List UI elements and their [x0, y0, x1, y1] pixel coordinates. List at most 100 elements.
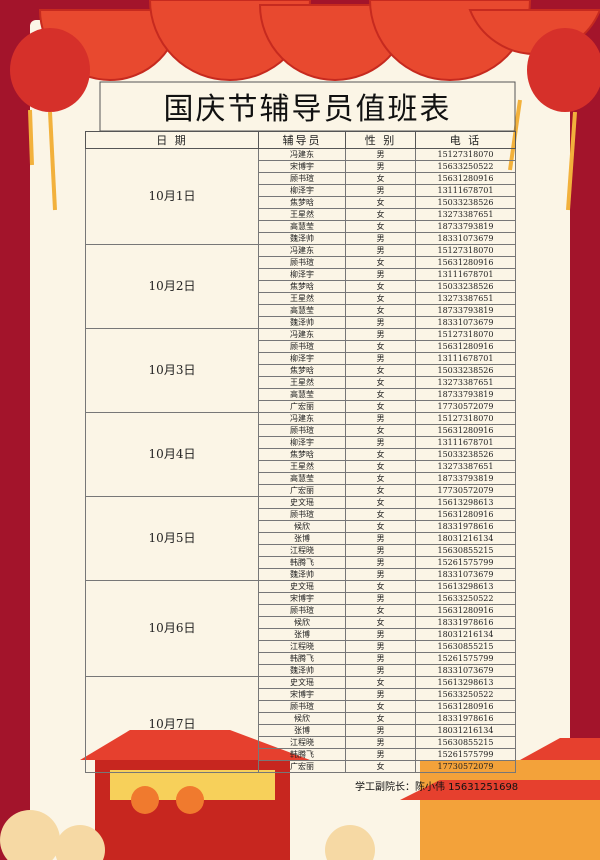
table-row: 张博男 18031216134 [86, 724, 516, 737]
gender: 女 [345, 208, 416, 221]
date-cell: 10月7日 [85, 676, 259, 773]
phone: 15033238526 [415, 196, 516, 209]
counselor-name: 柳泽宇 [258, 436, 346, 449]
gender: 男 [345, 268, 416, 281]
counselor-name: 焦梦晗 [258, 280, 346, 293]
date-cell: 10月6日 [85, 580, 259, 677]
phone: 18031216134 [415, 532, 516, 545]
gender: 女 [345, 364, 416, 377]
counselor-name: 王星然 [258, 376, 346, 389]
counselor-name: 顾书瑄 [258, 172, 346, 185]
phone: 15633250522 [415, 592, 516, 605]
gender: 女 [345, 196, 416, 209]
counselor-name: 冯建东 [258, 244, 346, 257]
phone: 17730572079 [415, 400, 516, 413]
gender: 女 [345, 676, 416, 689]
counselor-name: 魏泽帅 [258, 232, 346, 245]
gender: 女 [345, 304, 416, 317]
counselor-name: 焦梦晗 [258, 364, 346, 377]
gender: 男 [345, 652, 416, 665]
gender: 女 [345, 400, 416, 413]
gender: 男 [345, 160, 416, 173]
gender: 女 [345, 496, 416, 509]
gender: 男 [345, 544, 416, 557]
phone: 15631280916 [415, 700, 516, 713]
gender: 女 [345, 616, 416, 629]
table-row: 10月5日 史文瑶女 15613298613 [85, 496, 516, 581]
gender: 男 [345, 532, 416, 545]
date-cell: 10月5日 [85, 496, 259, 581]
phone: 18331073679 [415, 316, 516, 329]
gender: 女 [345, 340, 416, 353]
phone: 13111678701 [415, 268, 516, 281]
counselor-name: 江程晓 [258, 640, 346, 653]
table-row: 高慧莹女 18733793819 [86, 304, 516, 317]
phone: 15613298613 [415, 580, 516, 593]
column-header: 日 期 [85, 131, 259, 149]
counselor-name: 冯建东 [258, 148, 346, 161]
phone: 18331073679 [415, 664, 516, 677]
counselor-name: 史文瑶 [258, 676, 346, 689]
table-row: 宋博宇男 15633250522 [86, 592, 516, 605]
date-cell: 10月4日 [85, 412, 259, 497]
phone: 15630855215 [415, 736, 516, 749]
phone: 15633250522 [415, 160, 516, 173]
phone: 18733793819 [415, 472, 516, 485]
table-row: 10月4日 冯建东男 15127318070 [85, 412, 516, 497]
phone: 15613298613 [415, 676, 516, 689]
phone: 17730572079 [415, 484, 516, 497]
counselor-name: 宋博宇 [258, 688, 346, 701]
column-header: 性 别 [345, 131, 416, 149]
phone: 15631280916 [415, 508, 516, 521]
gender: 女 [345, 700, 416, 713]
date-cell: 10月3日 [85, 328, 259, 413]
gender: 女 [345, 388, 416, 401]
phone: 15261575799 [415, 652, 516, 665]
counselor-name: 魏泽帅 [258, 664, 346, 677]
table-row: 江程晓男 15630855215 [86, 640, 516, 653]
signature: 学工副院长：陈小伟 15631251698 [355, 782, 519, 793]
counselor-name: 广宏丽 [258, 400, 346, 413]
phone: 18031216134 [415, 628, 516, 641]
phone: 17730572079 [415, 760, 516, 773]
counselor-name: 宋博宇 [258, 592, 346, 605]
table-row: 10月1日 冯建东男 15127318070 [85, 148, 516, 245]
gender: 女 [345, 376, 416, 389]
header-row: 日 期辅导员性 别电 话 [85, 131, 516, 149]
column-header: 电 话 [415, 131, 516, 149]
phone: 13111678701 [415, 184, 516, 197]
counselor-name: 韩腾飞 [258, 748, 346, 761]
phone: 15631280916 [415, 424, 516, 437]
gender: 男 [345, 568, 416, 581]
table-row: 候欣女 18331978616 [86, 616, 516, 629]
phone: 13273387651 [415, 292, 516, 305]
gender: 男 [345, 316, 416, 329]
counselor-name: 高慧莹 [258, 472, 346, 485]
phone: 15127318070 [415, 244, 516, 257]
table-row: 高慧莹女 18733793819 [86, 220, 516, 233]
counselor-name: 顾书瑄 [258, 700, 346, 713]
counselor-name: 冯建东 [258, 412, 346, 425]
counselor-name: 韩腾飞 [258, 652, 346, 665]
table-row: 焦梦晗女 15033238526 [86, 448, 516, 461]
counselor-name: 顾书瑄 [258, 604, 346, 617]
gender: 女 [345, 460, 416, 473]
phone: 13273387651 [415, 208, 516, 221]
phone: 18733793819 [415, 304, 516, 317]
gender: 男 [345, 556, 416, 569]
gender: 男 [345, 352, 416, 365]
table-row: 广宏丽女 17730572079 [86, 760, 516, 773]
counselor-name: 顾书瑄 [258, 508, 346, 521]
counselor-name: 王星然 [258, 460, 346, 473]
phone: 18031216134 [415, 724, 516, 737]
phone: 15127318070 [415, 148, 516, 161]
gender: 女 [345, 484, 416, 497]
gender: 女 [345, 280, 416, 293]
table-row: 高慧莹女 18733793819 [86, 472, 516, 485]
counselor-name: 柳泽宇 [258, 184, 346, 197]
gender: 男 [345, 628, 416, 641]
table-row: 宋博宇男 15633250522 [86, 160, 516, 173]
gender: 男 [345, 148, 416, 161]
phone: 15127318070 [415, 412, 516, 425]
